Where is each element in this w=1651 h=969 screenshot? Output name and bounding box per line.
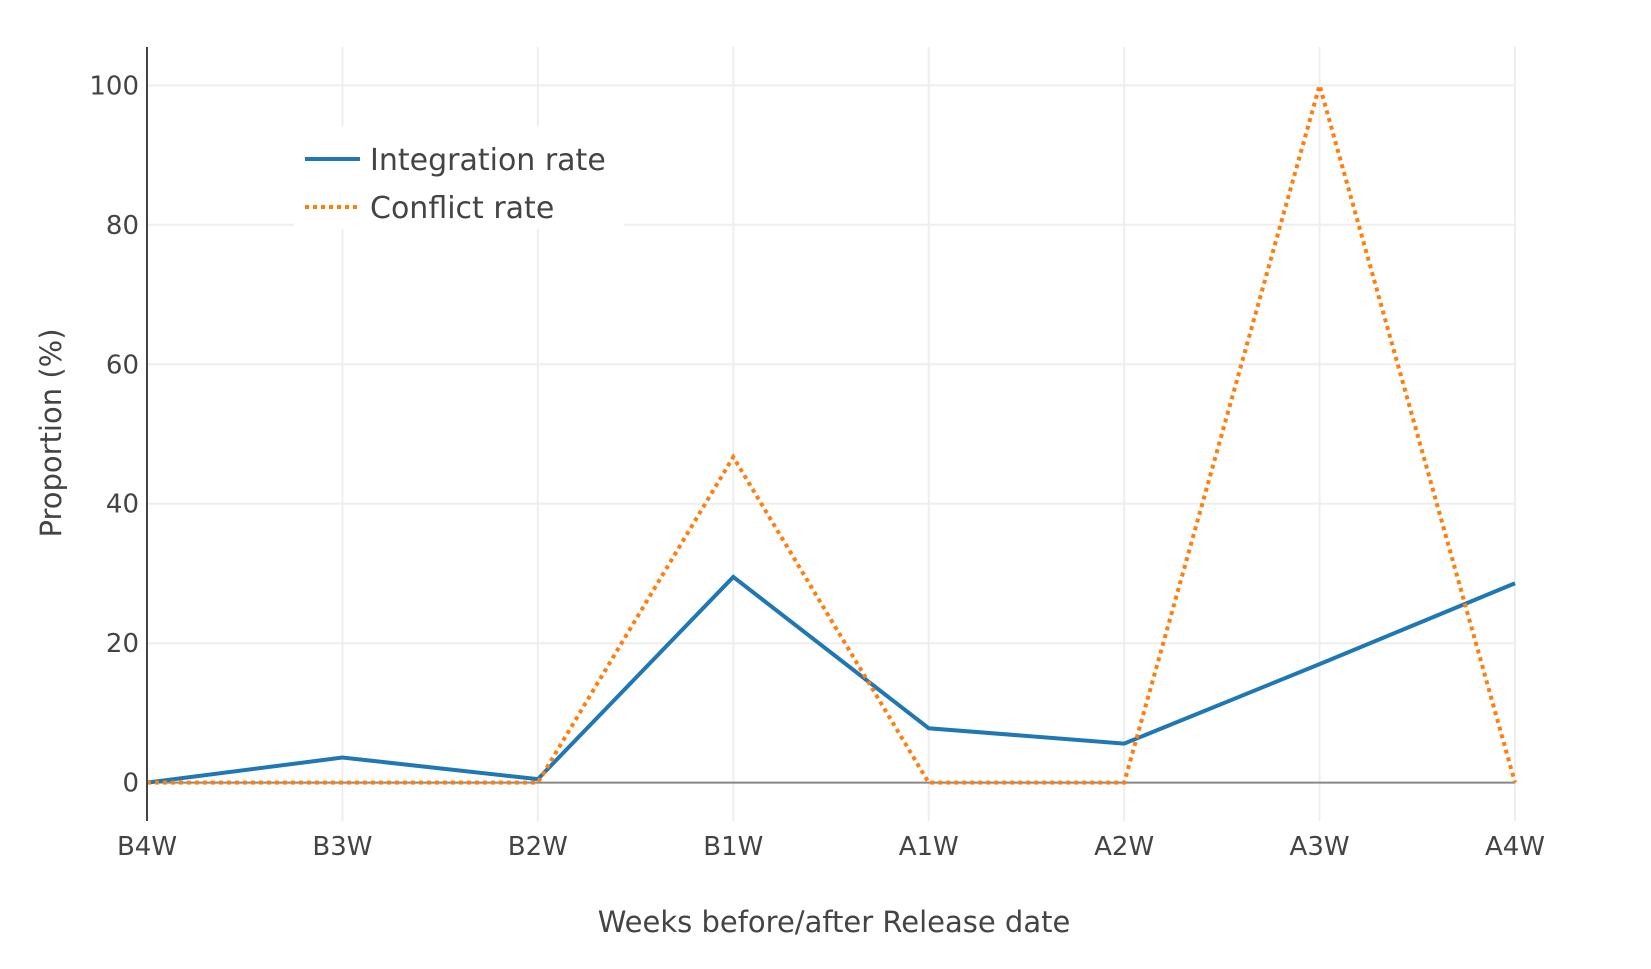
x-tick-label: A1W bbox=[899, 832, 959, 862]
series-line-conflict-rate bbox=[147, 77, 1517, 785]
x-tick-label: B4W bbox=[117, 832, 177, 862]
y-tick-label: 80 bbox=[106, 211, 139, 241]
legend-label-integration-rate: Integration rate bbox=[370, 143, 606, 178]
y-tick-label: 40 bbox=[106, 490, 139, 520]
series-lines bbox=[146, 77, 1517, 785]
x-tick-label: B2W bbox=[508, 832, 568, 862]
x-tick-label: B3W bbox=[312, 832, 372, 862]
series-line-integration-rate bbox=[146, 574, 1516, 785]
x-tick-labels: B4W B3W B2W B1W A1W A2W A3W A4W bbox=[117, 832, 1545, 862]
x-tick-label: A4W bbox=[1485, 832, 1545, 862]
x-tick-label: A3W bbox=[1290, 832, 1350, 862]
y-tick-label: 0 bbox=[122, 769, 139, 799]
legend-label-conflict-rate: Conflict rate bbox=[370, 191, 554, 226]
x-tick-label: B1W bbox=[703, 832, 763, 862]
y-tick-label: 20 bbox=[106, 629, 139, 659]
x-axis-title: Weeks before/after Release date bbox=[598, 905, 1071, 939]
y-tick-label: 60 bbox=[106, 350, 139, 380]
y-tick-label: 100 bbox=[89, 71, 139, 101]
y-axis-title: Proportion (%) bbox=[34, 328, 68, 537]
legend-background bbox=[294, 126, 624, 229]
legend: Integration rate Conflict rate bbox=[294, 126, 624, 229]
x-tick-label: A2W bbox=[1094, 832, 1154, 862]
y-tick-labels: 0 20 40 60 80 100 bbox=[89, 71, 139, 798]
